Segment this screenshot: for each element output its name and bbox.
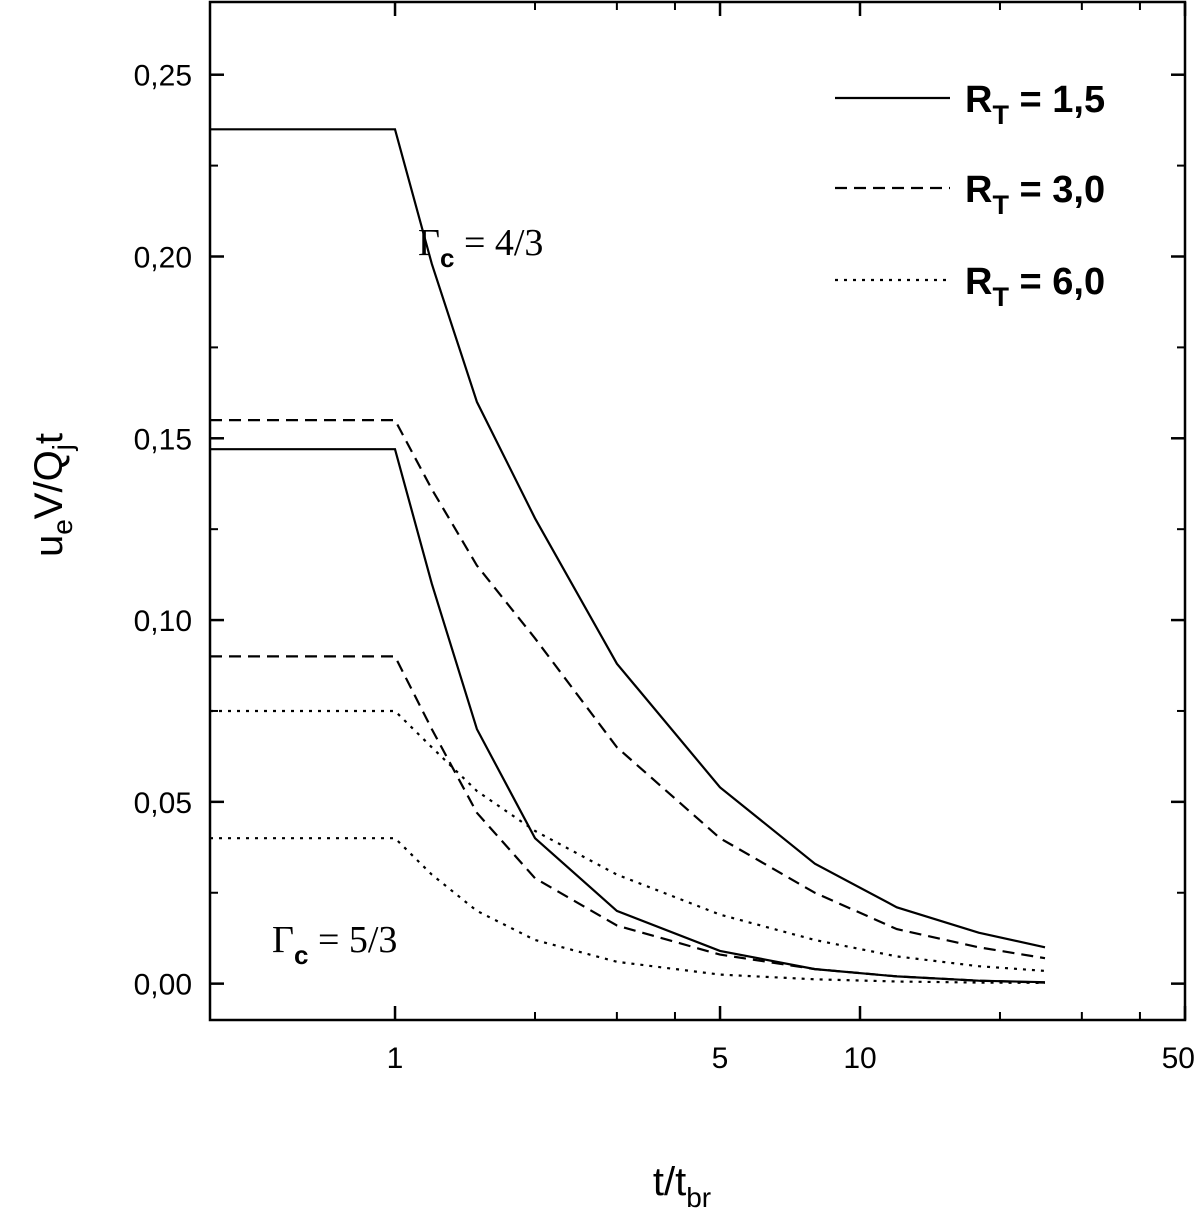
y-tick-label: 0,20	[134, 242, 192, 275]
x-tick-label: 1	[387, 1042, 404, 1075]
annotation-gamma-4-3: Γc = 4/3	[418, 222, 543, 273]
y-tick-label: 0,05	[134, 787, 192, 820]
series-line-solid-gamma-5-3	[210, 448, 1046, 984]
axis-ticks	[210, 2, 1187, 1020]
y-tick-label: 0,10	[134, 605, 192, 638]
y-tick-label: 0,25	[134, 60, 192, 93]
x-tick-label: 5	[712, 1042, 729, 1075]
annotation-gamma-5-3: Γc = 5/3	[272, 919, 397, 970]
series-line-dashed-gamma-5-3	[210, 655, 1046, 984]
series-layer	[210, 128, 1046, 984]
legend: RT = 1,5 RT = 3,0 RT = 6,0	[835, 79, 1105, 312]
plot-frame	[208, 0, 1187, 1022]
legend-label-rt-3-0: RT = 3,0	[965, 169, 1105, 220]
x-axis-title: t/tbr	[653, 1160, 711, 1210]
y-axis-title: ueV/Qjt	[27, 433, 78, 557]
legend-label-rt-1-5: RT = 1,5	[965, 79, 1105, 130]
series-line-dashed-gamma-4-3	[210, 419, 1046, 960]
x-tick-label: 50	[1162, 1042, 1195, 1075]
y-tick-label: 0,15	[134, 423, 192, 456]
series-line-dotted-gamma-5-3	[210, 837, 1046, 984]
y-tick-label: 0,00	[134, 969, 192, 1002]
tick-labels: 0,00 0,05 0,10 0,15 0,20 0,25 1 5 10 50	[134, 60, 1195, 1075]
x-tick-label: 10	[843, 1042, 876, 1075]
legend-label-rt-6-0: RT = 6,0	[965, 261, 1105, 312]
series-line-solid-gamma-4-3	[210, 128, 1046, 949]
